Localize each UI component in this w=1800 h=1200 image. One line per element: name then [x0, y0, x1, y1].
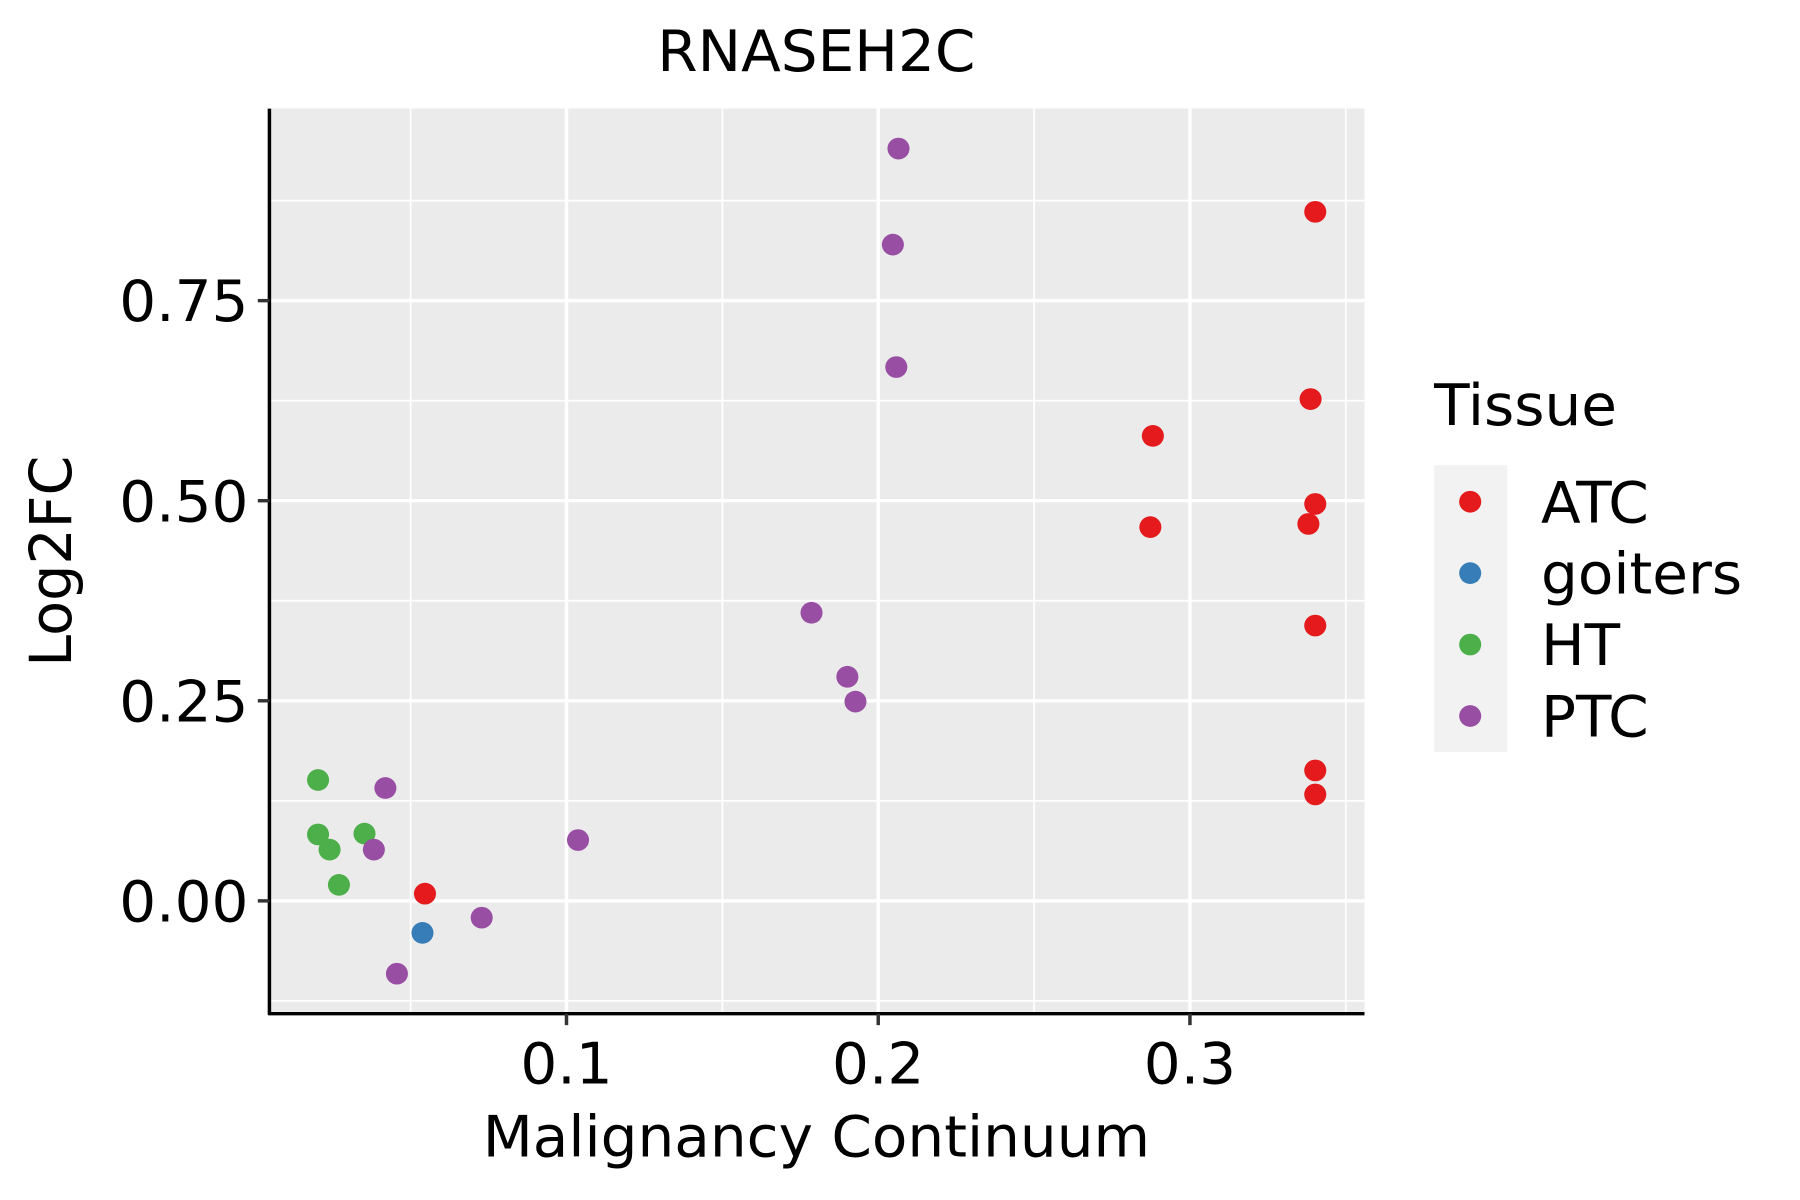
legend-key-background — [1434, 465, 1508, 752]
legend-key-goiters — [1459, 562, 1482, 584]
point-ptc — [362, 838, 385, 861]
y-tick-label: 0.25 — [119, 669, 248, 735]
y-tick-label: 0.75 — [119, 269, 248, 335]
grid-lines — [269, 108, 1365, 1014]
legend-label-goiters: goiters — [1541, 541, 1742, 607]
point-ptc — [887, 137, 910, 160]
legend-key-ptc — [1459, 705, 1482, 727]
point-ptc — [800, 601, 823, 624]
x-axis-label: Malignancy Continuum — [483, 1104, 1150, 1170]
y-tick-label: 0.00 — [119, 869, 248, 935]
point-ptc — [881, 233, 904, 256]
point-ht — [307, 823, 330, 846]
point-atc — [413, 882, 437, 905]
y-axis-label: Log2FC — [17, 456, 85, 667]
x-tick-label: 0.1 — [520, 1031, 612, 1097]
x-tick-label: 0.2 — [832, 1031, 924, 1097]
point-ptc — [566, 829, 590, 851]
point-atc — [1139, 516, 1162, 538]
legend-title: Tissue — [1433, 373, 1617, 439]
point-atc — [1141, 425, 1164, 447]
point-ptc — [885, 356, 908, 378]
point-ptc — [836, 665, 859, 688]
point-ptc — [385, 962, 408, 985]
legend-label-atc: ATC — [1541, 470, 1649, 536]
y-tick-label: 0.50 — [119, 469, 248, 535]
point-atc — [1304, 614, 1327, 637]
point-ptc — [844, 690, 867, 713]
legend-key-atc — [1459, 490, 1482, 513]
legend-label-ptc: PTC — [1541, 684, 1649, 750]
legend-key-ht — [1459, 633, 1482, 656]
point-atc — [1299, 388, 1322, 410]
data-points — [307, 137, 1327, 985]
point-ptc — [470, 906, 493, 929]
plot-panel — [269, 108, 1365, 1014]
point-ht — [353, 822, 376, 845]
point-atc — [1297, 513, 1320, 535]
x-tick-label: 0.3 — [1144, 1031, 1236, 1097]
chart-title: RNASEH2C — [657, 18, 975, 84]
point-ht — [307, 769, 330, 791]
axis-ticks: 0.1 0.2 0.3 0.00 0.25 0.50 0.75 — [119, 269, 1236, 1098]
point-atc — [1304, 759, 1327, 782]
point-atc — [1304, 783, 1327, 806]
point-ht — [327, 874, 350, 896]
legend-label-ht: HT — [1541, 613, 1621, 679]
point-atc — [1304, 200, 1327, 223]
point-goiters — [411, 922, 434, 944]
point-atc — [1304, 493, 1327, 515]
point-ptc — [374, 777, 397, 799]
point-ht — [318, 838, 341, 861]
